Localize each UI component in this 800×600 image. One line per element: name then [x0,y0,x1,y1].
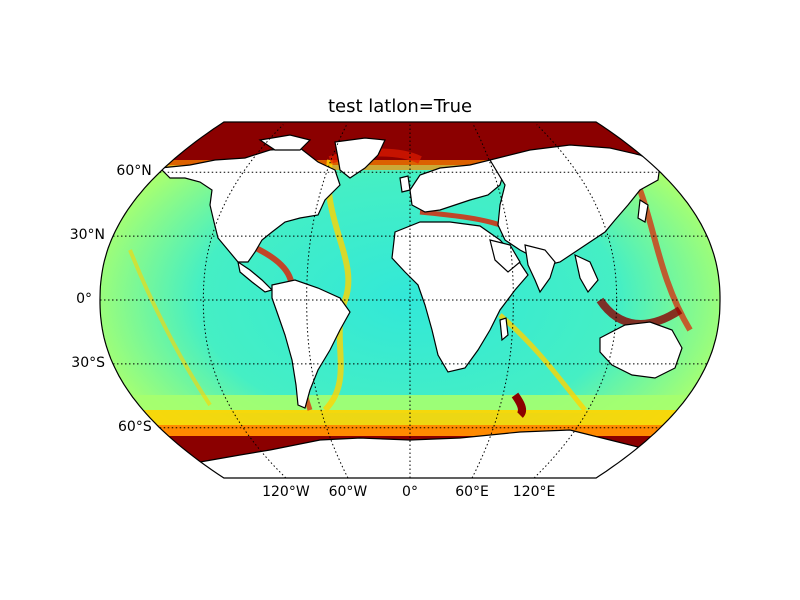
lon-label-60w: 60°W [328,484,368,500]
land-uk [399,175,411,193]
land-south-america [271,279,351,409]
lon-label-120w: 120°W [262,484,310,500]
lat-label-equator: 0° [76,291,92,307]
land-greenland [334,137,386,179]
map-boundary [99,121,721,479]
meridian-line [202,124,287,478]
lat-label-60s: 60°S [118,418,152,435]
map-title: test latlon=True [327,96,473,117]
lon-label-0: 0° [402,484,418,500]
land-india [524,244,556,294]
kerguelen-spot [511,392,527,418]
lon-label-120e: 120°E [512,484,556,500]
pacific-ridge [128,249,212,407]
land-madagascar [499,317,509,342]
land-layer [100,134,720,478]
mediterranean-band [419,209,501,228]
graticule [100,124,720,478]
lat-label-30n: 30°N [69,227,105,244]
lon-label-60e: 60°E [455,484,489,500]
lat-label-60n: 60°N [116,163,152,180]
land-europe [409,159,506,213]
land-central-america [237,260,274,293]
indian-ridge [498,313,587,412]
meridian-line [533,124,618,478]
southern-green-band [100,395,720,413]
lat-label-30s: 30°S [71,354,105,371]
southern-yellow-band [100,410,720,428]
land-japan [637,198,649,223]
land-asia [489,144,661,266]
land-africa [391,221,529,373]
land-arctic-islands [258,134,312,151]
land-antarctica [100,429,720,478]
land-southeast-asia [574,253,599,294]
